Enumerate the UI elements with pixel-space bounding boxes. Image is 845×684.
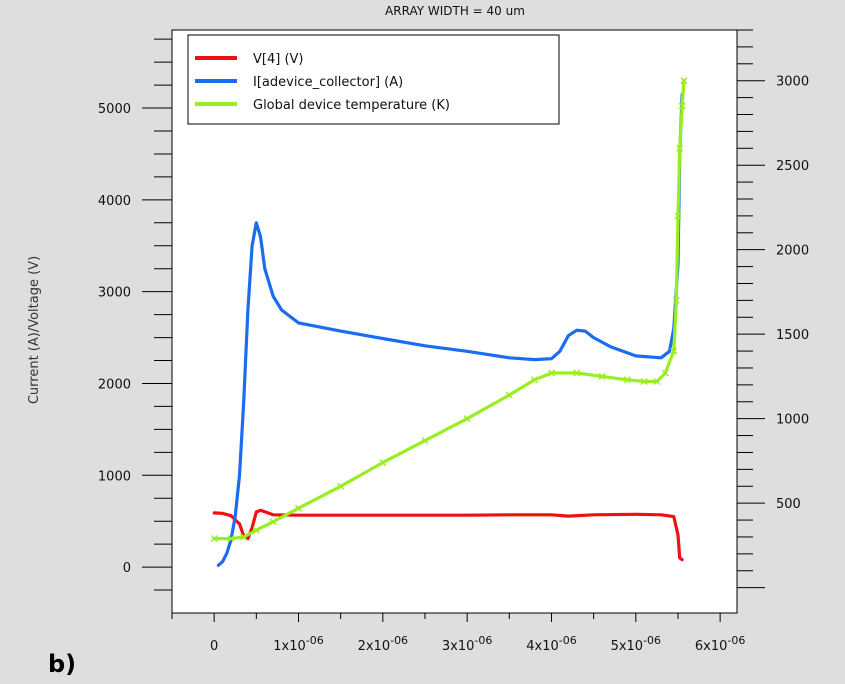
x-tick-label: 0 xyxy=(210,639,218,654)
series-marker xyxy=(674,212,682,220)
y2-tick-label: 2500 xyxy=(776,159,809,174)
y2-tick-label: 2000 xyxy=(776,244,809,259)
series-marker xyxy=(623,376,631,384)
series-line-1 xyxy=(212,508,684,562)
series-marker xyxy=(678,102,686,110)
legend-box xyxy=(187,34,560,125)
series-marker xyxy=(547,369,556,377)
series-marker xyxy=(505,391,513,399)
y2-tick-label: 1000 xyxy=(776,413,809,428)
series-marker xyxy=(294,504,303,512)
x-tick-label: 4x10-06 xyxy=(526,634,576,654)
legend-label-1: V[4] (V) xyxy=(253,52,303,67)
series-marker xyxy=(680,77,688,85)
y-tick-label: 3000 xyxy=(98,286,131,301)
series-marker xyxy=(210,535,218,543)
series-marker xyxy=(573,369,581,377)
chart-title: ARRAY WIDTH = 40 um xyxy=(385,4,525,18)
series-marker xyxy=(227,535,235,543)
y2-tick-label: 1500 xyxy=(776,328,809,343)
legend: V[4] (V) I[adevice_collector] (A) Global d… xyxy=(187,34,560,125)
panel-label: b) xyxy=(48,650,76,678)
series-marker xyxy=(379,459,387,467)
axes-ticks: 0 1x10-06 2x10-06 3x10-06 4x10-06 5x10-06 6x10… xyxy=(98,29,809,654)
series-marker xyxy=(670,347,678,355)
series-marker xyxy=(252,526,260,534)
series-marker xyxy=(640,377,648,386)
y-tick-label: 4000 xyxy=(98,194,131,209)
x-tick-label: 3x10-06 xyxy=(442,634,492,654)
series-marker xyxy=(653,377,661,386)
series-marker xyxy=(598,372,606,380)
x-tick-label: 6x10-06 xyxy=(695,634,745,654)
x-tick-label: 1x10-06 xyxy=(273,634,323,654)
series-marker xyxy=(269,518,277,526)
y-tick-label: 1000 xyxy=(98,469,131,484)
y-axis-title: Current (A)/Voltage (V) xyxy=(27,256,42,404)
y-tick-label: 2000 xyxy=(98,377,131,392)
series-marker xyxy=(672,296,680,304)
series-layer xyxy=(210,77,688,567)
y-tick-label: 5000 xyxy=(98,102,131,117)
series-line-2 xyxy=(216,92,684,567)
y2-tick-label: 500 xyxy=(776,497,801,512)
series-marker xyxy=(337,482,345,490)
x-tick-label: 5x10-06 xyxy=(611,634,661,654)
legend-label-3: Global device temperature (K) xyxy=(253,98,450,113)
y-tick-label: 0 xyxy=(123,561,131,576)
series-marker xyxy=(240,533,248,541)
series-marker xyxy=(421,437,429,445)
series-marker xyxy=(463,415,471,423)
series-marker xyxy=(531,376,539,384)
x-tick-label: 2x10-06 xyxy=(358,634,408,654)
legend-label-2: I[adevice_collector] (A) xyxy=(253,75,403,90)
series-marker xyxy=(661,369,669,377)
y2-tick-label: 3000 xyxy=(776,75,809,90)
series-marker xyxy=(676,144,684,152)
